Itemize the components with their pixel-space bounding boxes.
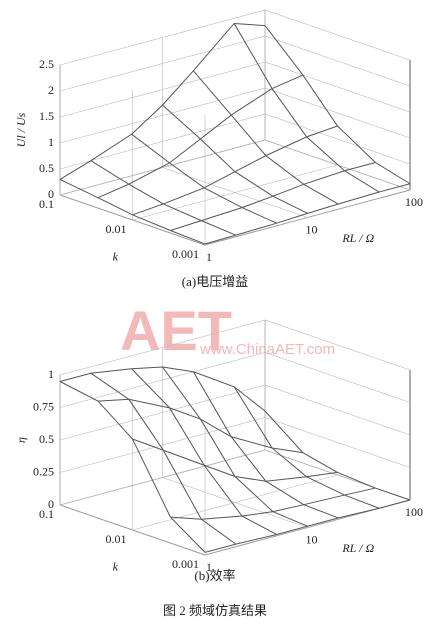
z-tick-label: 0 (48, 497, 54, 511)
watermark-url: www.ChinaAET.com (199, 341, 335, 358)
z-axis-label: Ul / Us (14, 112, 28, 147)
x-tick-label: 10 (306, 532, 318, 546)
grid-line (204, 425, 411, 556)
grid-line (204, 115, 411, 246)
z-tick-label: 0 (48, 187, 54, 201)
z-tick-label: 1 (48, 135, 54, 149)
grid-line (59, 9, 411, 66)
x-axis-label: RL / Ω (341, 541, 374, 555)
surface-row (170, 487, 376, 520)
surface-column (233, 23, 380, 193)
chart-caption: (a)电压增益 (182, 274, 248, 289)
surface-column (192, 70, 339, 205)
surface-column (90, 372, 237, 545)
x-tick-label: 10 (306, 222, 318, 236)
y-tick-label: 0.001 (172, 247, 199, 261)
x-tick-label: 100 (405, 505, 423, 519)
surface-column (162, 104, 308, 214)
z-tick-label: 0.25 (33, 464, 54, 478)
surface-column (264, 25, 411, 185)
surface-column (131, 368, 277, 535)
z-tick-label: 2 (48, 83, 54, 97)
y-tick-label: 0.1 (39, 507, 54, 521)
y-tick-label: 0.1 (39, 197, 54, 211)
grid-line (59, 375, 266, 506)
z-tick-label: 0.5 (39, 161, 54, 175)
watermark-logo: AET (120, 299, 232, 362)
surface-column (162, 366, 308, 527)
surface-column (131, 133, 277, 224)
grid-line (264, 10, 411, 191)
x-tick-label: 1 (206, 560, 212, 574)
surface-column (59, 178, 206, 245)
z-tick-label: 0.75 (33, 399, 54, 413)
surface-column (90, 160, 237, 236)
chart-caption: (b)效率 (194, 568, 235, 583)
grid-line (132, 90, 338, 221)
figure-caption: 图 2 频域仿真结果 (163, 603, 267, 618)
surface-row (97, 398, 303, 454)
grid-line (59, 65, 266, 196)
grid-line (59, 61, 411, 118)
grid-line (59, 35, 411, 92)
grid-line (162, 37, 308, 218)
surface-column (233, 386, 380, 509)
surface-row (132, 438, 338, 482)
surface-column (192, 371, 339, 519)
x-tick-label: 1 (206, 250, 212, 264)
z-tick-label: 1.5 (39, 109, 54, 123)
y-axis-label: k (113, 559, 119, 573)
z-tick-label: 2.5 (39, 57, 54, 71)
y-axis-label: k (113, 249, 119, 263)
z-tick-label: 1 (48, 367, 54, 381)
surface-row (132, 125, 338, 216)
z-axis-label: η (14, 437, 28, 443)
x-axis-label: RL / Ω (341, 231, 374, 245)
grid-line (59, 87, 411, 144)
surface-column (264, 410, 411, 501)
surface-column (59, 381, 206, 553)
y-tick-label: 0.001 (172, 557, 199, 571)
z-tick-label: 0.5 (39, 432, 54, 446)
y-tick-label: 0.01 (106, 532, 127, 546)
grid-line (59, 113, 411, 170)
grid-line (132, 400, 338, 531)
y-tick-label: 0.01 (106, 222, 127, 236)
x-tick-label: 100 (405, 195, 423, 209)
